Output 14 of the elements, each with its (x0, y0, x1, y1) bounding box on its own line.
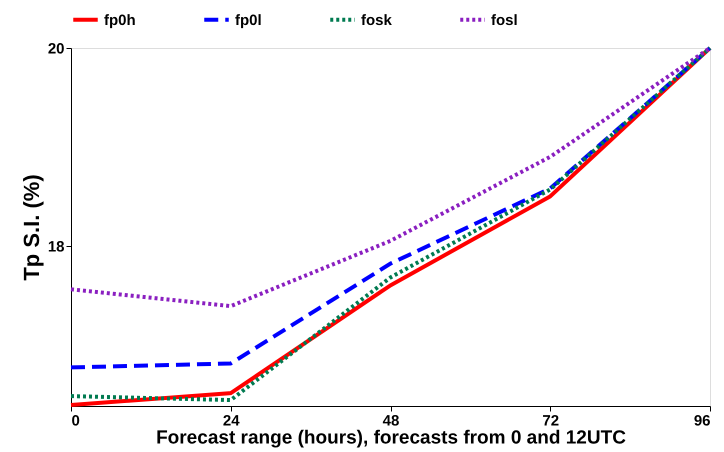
line-series (69, 46, 712, 308)
x-tick-label: 96 (694, 412, 710, 430)
y-tick-label: 18 (48, 238, 64, 256)
y-axis-title: Tp S.I. (%) (18, 174, 44, 281)
x-axis-title: Forecast range (hours), forecasts from 0 and 12UTC (156, 428, 626, 448)
x-tick-label: 72 (542, 412, 560, 430)
x-tick-label: 0 (72, 412, 80, 430)
legend-label: fp0h (104, 12, 136, 29)
x-tick-label: 48 (382, 412, 400, 430)
legend-label: fosl (491, 12, 518, 29)
x-tick-label: 24 (222, 412, 240, 430)
y-tick-label: 20 (48, 40, 64, 58)
legend-label: fp0l (235, 12, 262, 29)
legend-label: fosk (361, 12, 392, 29)
